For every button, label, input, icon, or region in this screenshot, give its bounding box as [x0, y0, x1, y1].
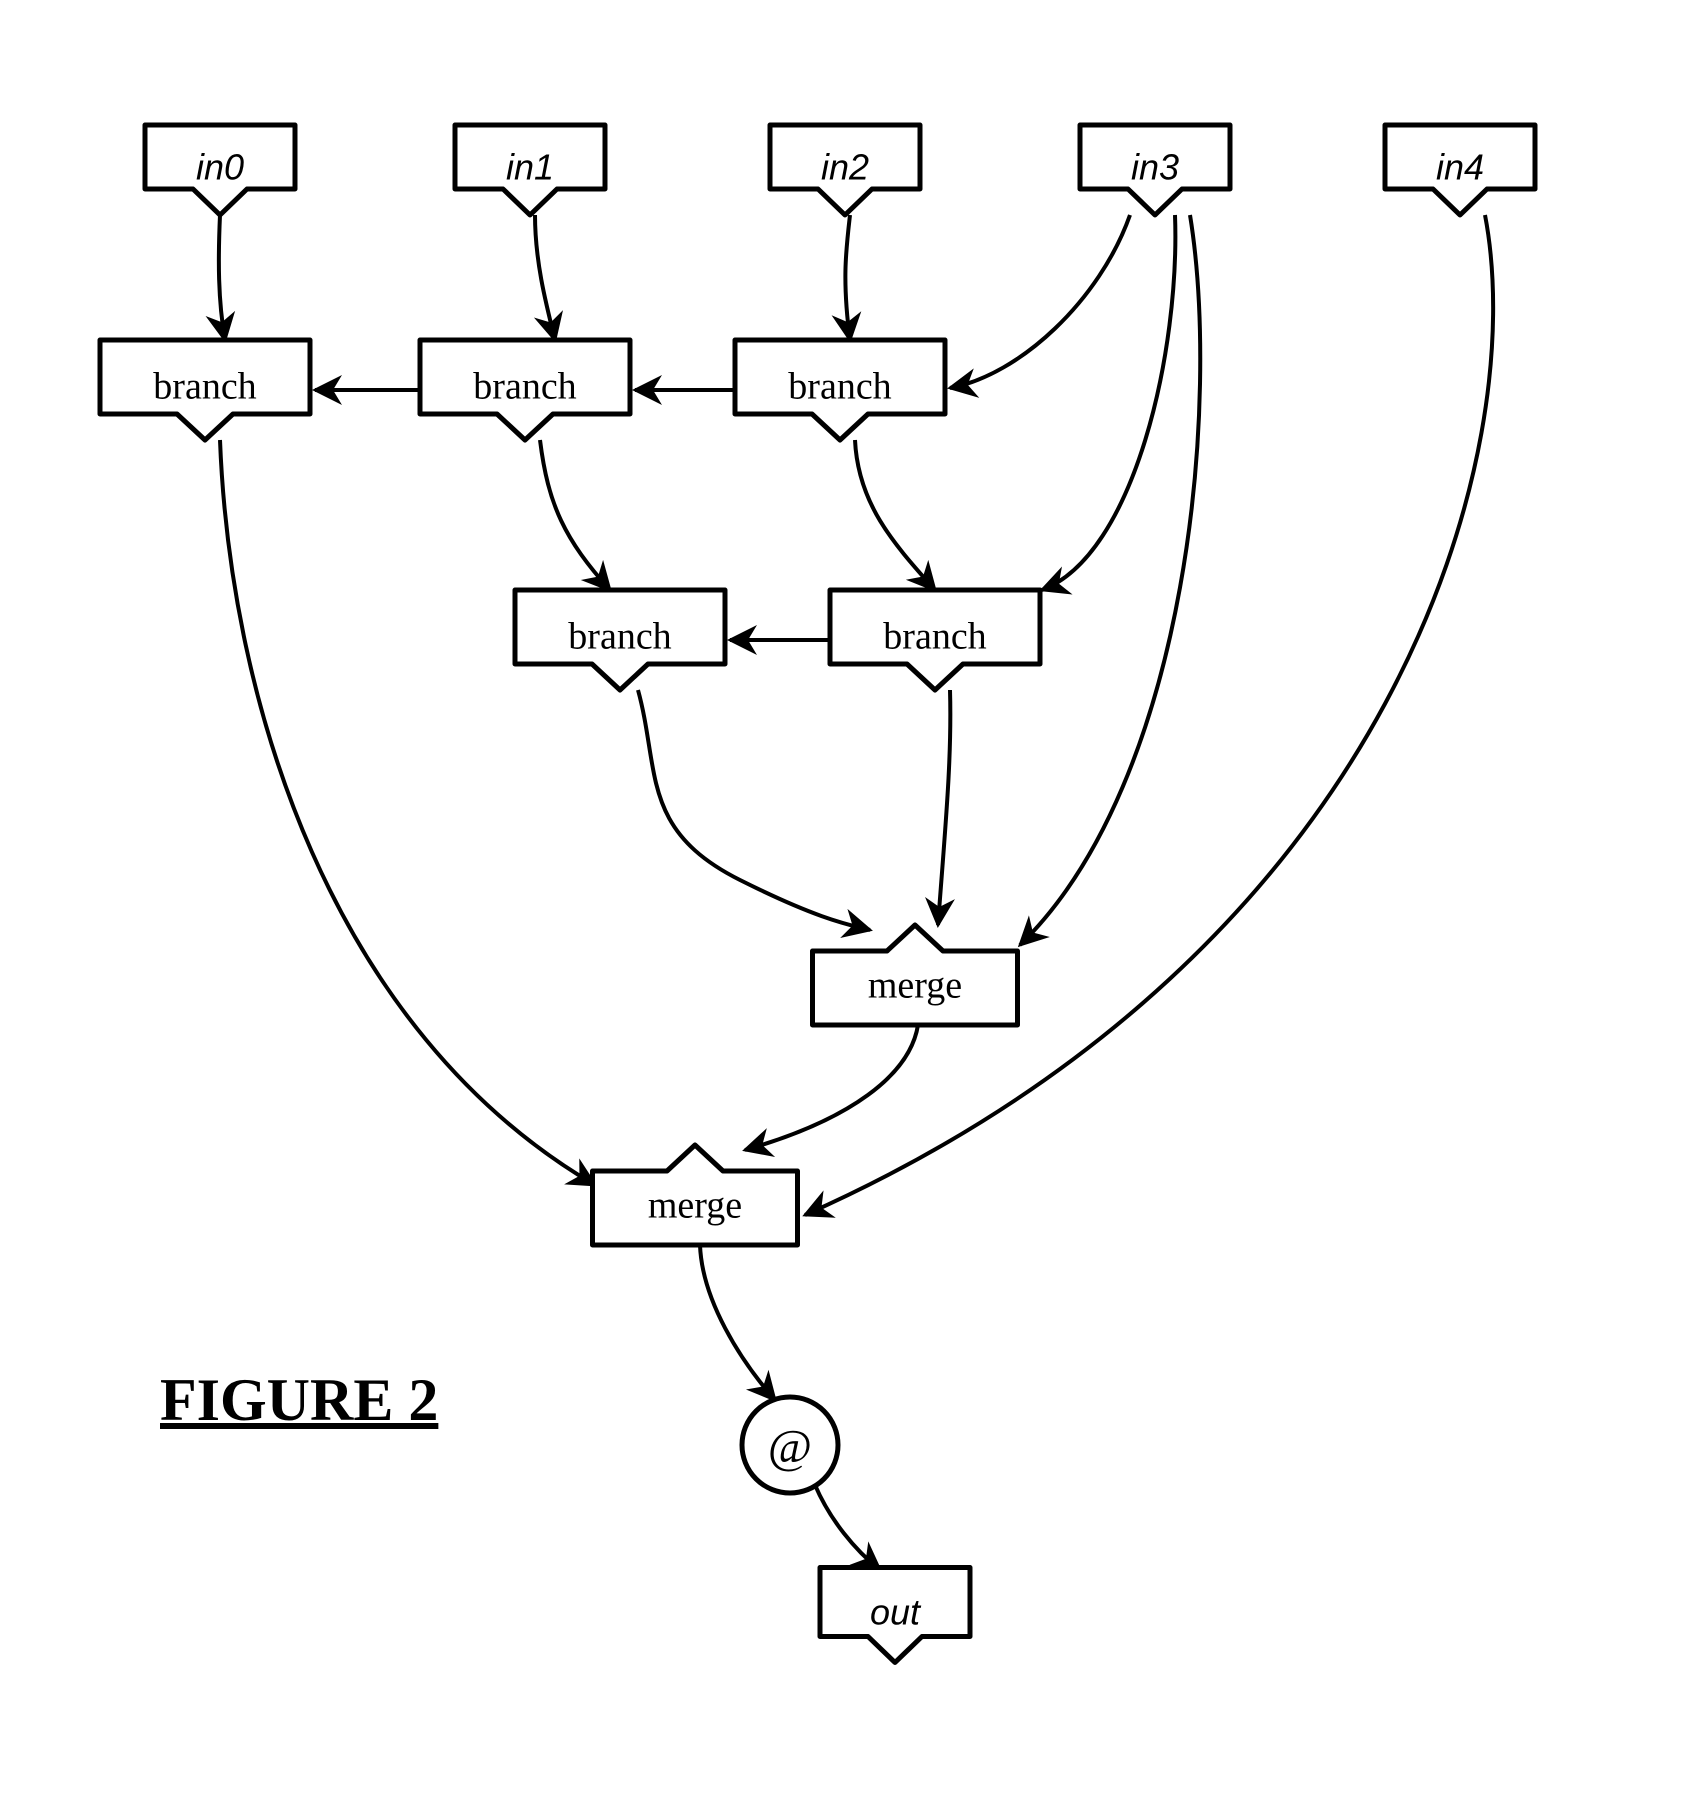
edge-br2-to-br4	[855, 440, 935, 590]
node-out-label: out	[870, 1592, 922, 1633]
node-br4: branch	[830, 590, 1040, 690]
node-br3: branch	[515, 590, 725, 690]
node-mg1-label: merge	[868, 965, 962, 1007]
edge-at-to-out	[815, 1485, 880, 1570]
edge-in3-to-br2	[950, 215, 1130, 388]
edge-in1-to-br1	[535, 215, 555, 340]
node-in2-label: in2	[821, 147, 869, 188]
edge-br4-to-mg1	[938, 690, 950, 925]
node-in1-label: in1	[506, 147, 554, 188]
node-br1: branch	[420, 340, 630, 440]
node-in3-label: in3	[1131, 147, 1179, 188]
flowchart-canvas: in0 in1 in2 in3 in4 branch branch branch branch b…	[0, 0, 1687, 1797]
node-in0-label: in0	[196, 147, 244, 188]
node-br0-label: branch	[153, 366, 256, 408]
node-br2-label: branch	[788, 366, 891, 408]
node-in0: in0	[145, 125, 295, 215]
node-in4: in4	[1385, 125, 1535, 215]
node-mg2-label: merge	[648, 1185, 742, 1227]
edge-br1-to-br3	[540, 440, 610, 590]
node-at: @	[742, 1397, 838, 1493]
node-mg2: merge	[593, 1145, 798, 1245]
node-in1: in1	[455, 125, 605, 215]
edge-mg1-to-mg2	[745, 1025, 918, 1150]
edge-br0-to-mg2	[220, 440, 595, 1185]
node-in3: in3	[1080, 125, 1230, 215]
node-br0: branch	[100, 340, 310, 440]
node-mg1: merge	[813, 925, 1018, 1025]
node-at-label: @	[768, 1421, 812, 1474]
edge-in0-to-br0	[219, 215, 225, 340]
edge-in3-to-mg1	[1020, 215, 1200, 945]
node-br1-label: branch	[473, 366, 576, 408]
edge-in3-to-br4	[1042, 215, 1175, 590]
edge-mg2-to-at	[700, 1245, 775, 1400]
node-br3-label: branch	[568, 616, 671, 658]
node-in4-label: in4	[1436, 147, 1484, 188]
figure-caption: FIGURE 2	[160, 1367, 438, 1433]
node-in2: in2	[770, 125, 920, 215]
edge-in2-to-br2	[845, 215, 850, 340]
node-br2: branch	[735, 340, 945, 440]
edge-br3-to-mg1	[638, 690, 870, 930]
node-out: out	[820, 1568, 970, 1663]
node-br4-label: branch	[883, 616, 986, 658]
